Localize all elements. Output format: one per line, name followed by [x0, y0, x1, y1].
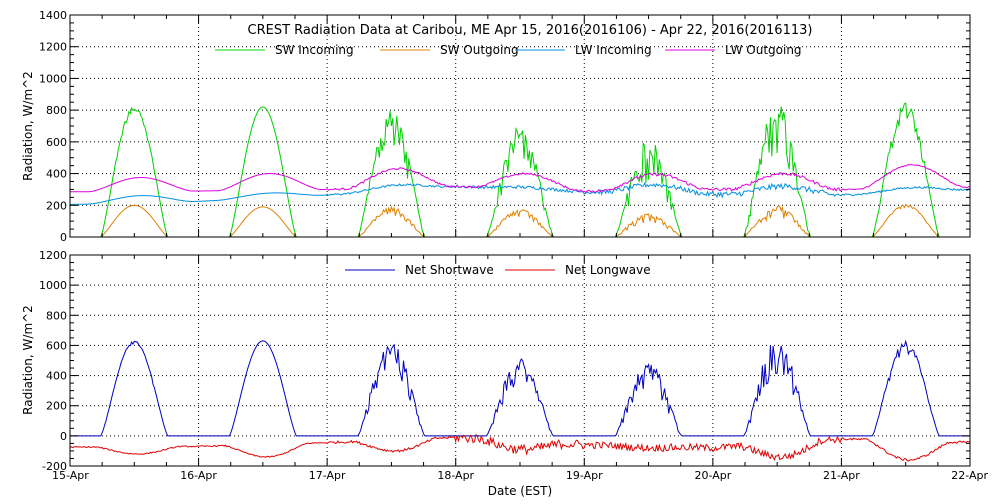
series-line-sw-outgoing [70, 203, 970, 237]
y-tick-label: 1200 [39, 249, 67, 262]
y-tick-label: 1000 [39, 72, 67, 85]
series-line-net-shortwave [70, 339, 970, 437]
panel-2-frame [69, 254, 971, 467]
x-tick-label: 18-Apr [437, 469, 474, 482]
legend-label-sw-incoming: SW Incoming [275, 43, 354, 57]
bottom-y-axis-label: Radiation, W/m^2 [21, 305, 35, 415]
y-tick-label: 0 [60, 430, 67, 443]
x-tick-label: 20-Apr [694, 469, 731, 482]
x-axis-label: Date (EST) [488, 484, 552, 498]
y-tick-label: 1400 [39, 9, 67, 22]
y-tick-label: 200 [46, 199, 67, 212]
y-tick-label: 800 [46, 309, 67, 322]
y-tick-label: 400 [46, 168, 67, 181]
series-line-net-longwave [70, 434, 970, 462]
y-tick-label: 600 [46, 136, 67, 149]
y-tick-label: 600 [46, 339, 67, 352]
x-tick-label: 15-Apr [52, 469, 89, 482]
x-tick-label: 17-Apr [309, 469, 346, 482]
x-tick-label: 21-Apr [823, 469, 860, 482]
legend-label-net-longwave: Net Longwave [565, 263, 651, 277]
y-tick-label: 1200 [39, 41, 67, 54]
legend-label-lw-incoming: LW Incoming [575, 43, 652, 57]
series-line-sw-incoming [70, 102, 970, 237]
y-tick-label: 200 [46, 400, 67, 413]
x-tick-label: 22-Apr [951, 469, 988, 482]
top-y-axis-label: Radiation, W/m^2 [21, 71, 35, 181]
series-line-lw-outgoing [70, 163, 970, 194]
legend-label-net-shortwave: Net Shortwave [405, 263, 494, 277]
y-tick-label: 1000 [39, 279, 67, 292]
panel-2: Net Shortwave Net Longwave -200 0 200 400 600 8… [39, 249, 988, 482]
x-tick-label: 16-Apr [180, 469, 217, 482]
legend-label-sw-outgoing: SW Outgoing [440, 43, 519, 57]
x-tick-label: 19-Apr [566, 469, 603, 482]
legend-label-lw-outgoing: LW Outgoing [725, 43, 802, 57]
y-tick-label: -200 [42, 460, 67, 473]
y-tick-label: 0 [60, 231, 67, 244]
panel-1: SW Incoming SW Outgoing LW Incoming LW Outg… [39, 9, 971, 244]
y-tick-label: 400 [46, 370, 67, 383]
panel-1-frame [69, 14, 971, 238]
chart-title: CREST Radiation Data at Caribou, ME Apr … [248, 23, 813, 38]
plot-layer: SW Incoming SW Outgoing LW Incoming LW Outg… [39, 9, 988, 482]
y-tick-label: 800 [46, 104, 67, 117]
series-line-lw-incoming [70, 181, 970, 205]
